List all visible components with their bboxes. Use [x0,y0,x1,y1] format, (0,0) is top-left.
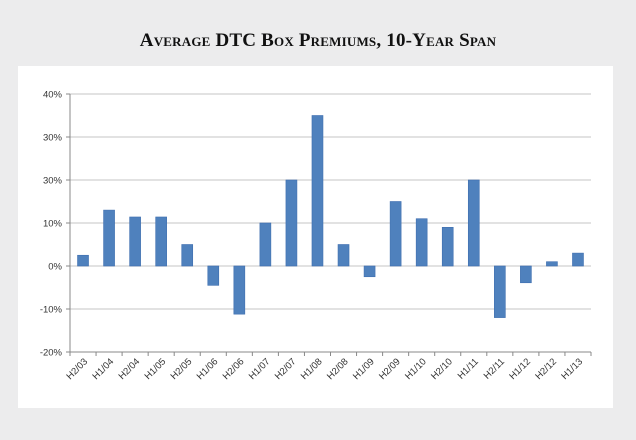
x-tick-label: H2/10 [429,356,455,382]
bar-h1-07 [259,222,272,267]
x-tick-label: H1/05 [143,356,169,382]
x-tick-label: H1/08 [299,356,325,382]
y-tick-label: 40% [43,90,63,101]
bar-h2-03 [77,254,89,267]
x-tick-label: H2/06 [221,356,247,382]
x-tick-label: H1/09 [351,356,377,382]
bar-h2-05 [181,244,194,267]
bar-h2-12 [546,261,558,267]
x-tick-label: H2/12 [533,356,559,382]
x-tick-label: H1/10 [403,356,429,382]
x-tick-label: H2/11 [482,356,507,381]
bar-h2-08 [337,244,350,267]
y-tick-label: 30% [43,133,63,144]
bar-h1-13 [572,252,584,267]
bar-h1-04 [103,209,115,267]
x-tick-label: H2/05 [169,356,195,382]
bar-h1-10 [415,218,428,267]
bar-h1-09 [363,265,376,278]
bar-h1-11 [467,179,480,267]
x-tick-label: H2/04 [117,356,143,382]
bar-h2-04 [129,216,141,267]
bar-h2-10 [441,227,454,267]
bar-h1-08 [311,115,324,267]
x-tick-label: H1/11 [456,356,481,381]
bar-h2-06 [233,265,246,315]
y-tick-label: 30% [43,176,63,187]
y-tick-label: 0% [48,262,62,273]
x-tick-label: H2/09 [377,356,403,382]
x-tick-label: H2/03 [64,356,90,382]
y-tick-label: -10% [40,305,63,316]
x-tick-label: H1/13 [559,356,585,382]
x-tick-label: H1/12 [507,356,533,382]
x-tick-label: H1/07 [247,356,273,382]
x-tick-label: H1/04 [90,356,116,382]
y-tick-label: -20% [40,348,63,359]
x-tick-label: H2/07 [273,356,299,382]
bar-h2-09 [389,201,402,267]
bar-h2-11 [494,265,506,318]
bar-h1-12 [520,265,532,284]
y-tick-label: 10% [43,219,63,230]
chart-title: Average DTC Box Premiums, 10-Year Span [139,30,497,51]
bar-h2-07 [285,179,298,267]
x-tick-label: H1/06 [195,356,221,382]
bar-h1-06 [207,265,220,286]
bar-h1-05 [155,216,167,267]
x-tick-label: H2/08 [325,356,351,382]
